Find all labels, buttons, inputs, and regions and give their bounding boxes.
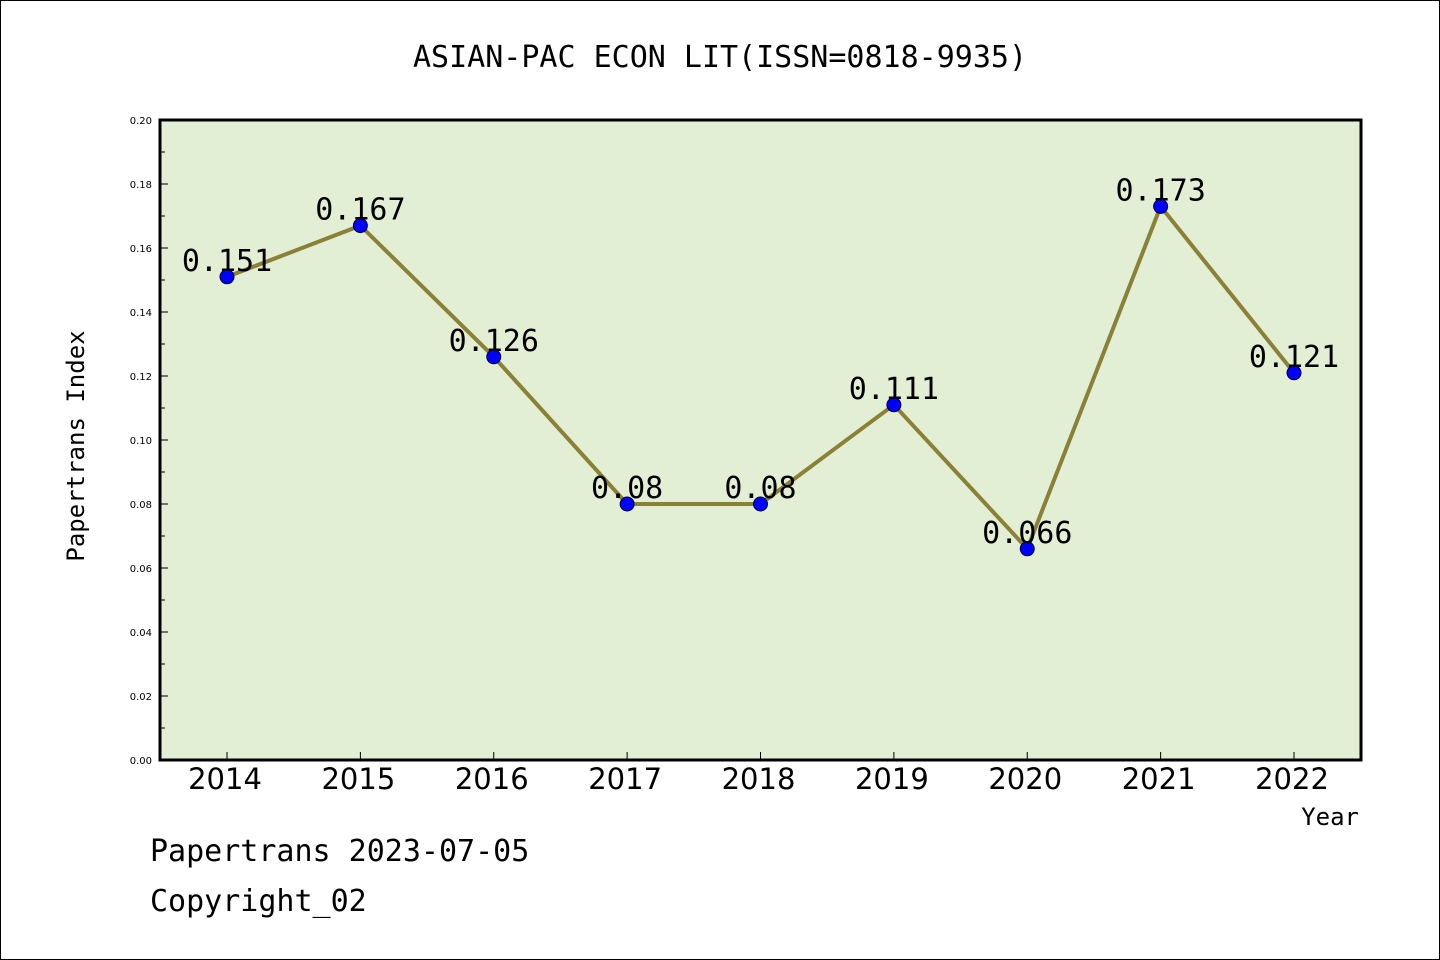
chart-title: ASIAN-PAC ECON LIT(ISSN=0818-9935) [413, 40, 1027, 75]
y-tick-label: 0.16 [130, 244, 152, 255]
x-tick-label: 2020 [988, 762, 1062, 796]
y-tick-label: 0.00 [130, 756, 152, 767]
x-tick-label: 2019 [855, 762, 929, 796]
data-point [1019, 541, 1035, 557]
data-point [753, 496, 768, 512]
data-point [486, 349, 502, 365]
x-axis-label: Year [1301, 803, 1359, 831]
x-tick-label: 2021 [1122, 762, 1196, 796]
x-tick-label: 2014 [188, 762, 262, 796]
data-point [352, 218, 368, 234]
y-tick-label: 0.14 [130, 308, 152, 319]
data-label: 0.121 [1249, 340, 1339, 375]
data-label: 0.08 [724, 471, 796, 506]
x-axis: 2014 2015 2016 2017 2018 2019 2020 2021 2022 [188, 752, 1329, 796]
x-tick-label: 2017 [588, 762, 662, 796]
footer-date: Papertrans 2023-07-05 [150, 834, 530, 869]
y-tick-label: 0.06 [130, 564, 152, 575]
y-tick-label: 0.12 [130, 372, 152, 383]
x-tick-label: 2022 [1255, 762, 1329, 796]
x-tick-label: 2015 [321, 762, 395, 796]
data-label: 0.066 [982, 516, 1072, 551]
footer-copyright: Copyright_02 [150, 884, 367, 919]
y-tick-label: 0.10 [130, 436, 152, 447]
data-label: 0.126 [449, 324, 539, 359]
data-point [886, 397, 902, 413]
data-label: 0.111 [849, 372, 939, 407]
data-point [1286, 365, 1302, 381]
x-tick-label: 2018 [722, 762, 796, 796]
y-tick-label: 0.02 [130, 692, 152, 703]
y-axis: 0.00 0.02 0.04 0.06 0.08 0.10 0.12 0.14 0.16 0.18… [130, 116, 168, 767]
y-tick-label: 0.04 [130, 628, 152, 639]
y-axis-label: Papertrans Index [62, 330, 90, 561]
data-label: 0.167 [315, 193, 405, 228]
series-markers [219, 198, 1302, 557]
data-point [219, 269, 235, 285]
y-tick-label: 0.18 [130, 180, 152, 191]
x-tick-label: 2016 [455, 762, 529, 796]
y-tick-label: 0.08 [130, 500, 152, 511]
data-label: 0.08 [591, 471, 663, 506]
data-point [1153, 198, 1169, 214]
data-labels: 0.151 0.167 0.126 0.08 0.08 0.111 0.066 0.173 0.… [182, 173, 1339, 550]
data-point [619, 496, 635, 512]
data-label: 0.151 [182, 244, 272, 279]
y-tick-label: 0.20 [130, 116, 152, 127]
data-label: 0.173 [1115, 173, 1205, 208]
